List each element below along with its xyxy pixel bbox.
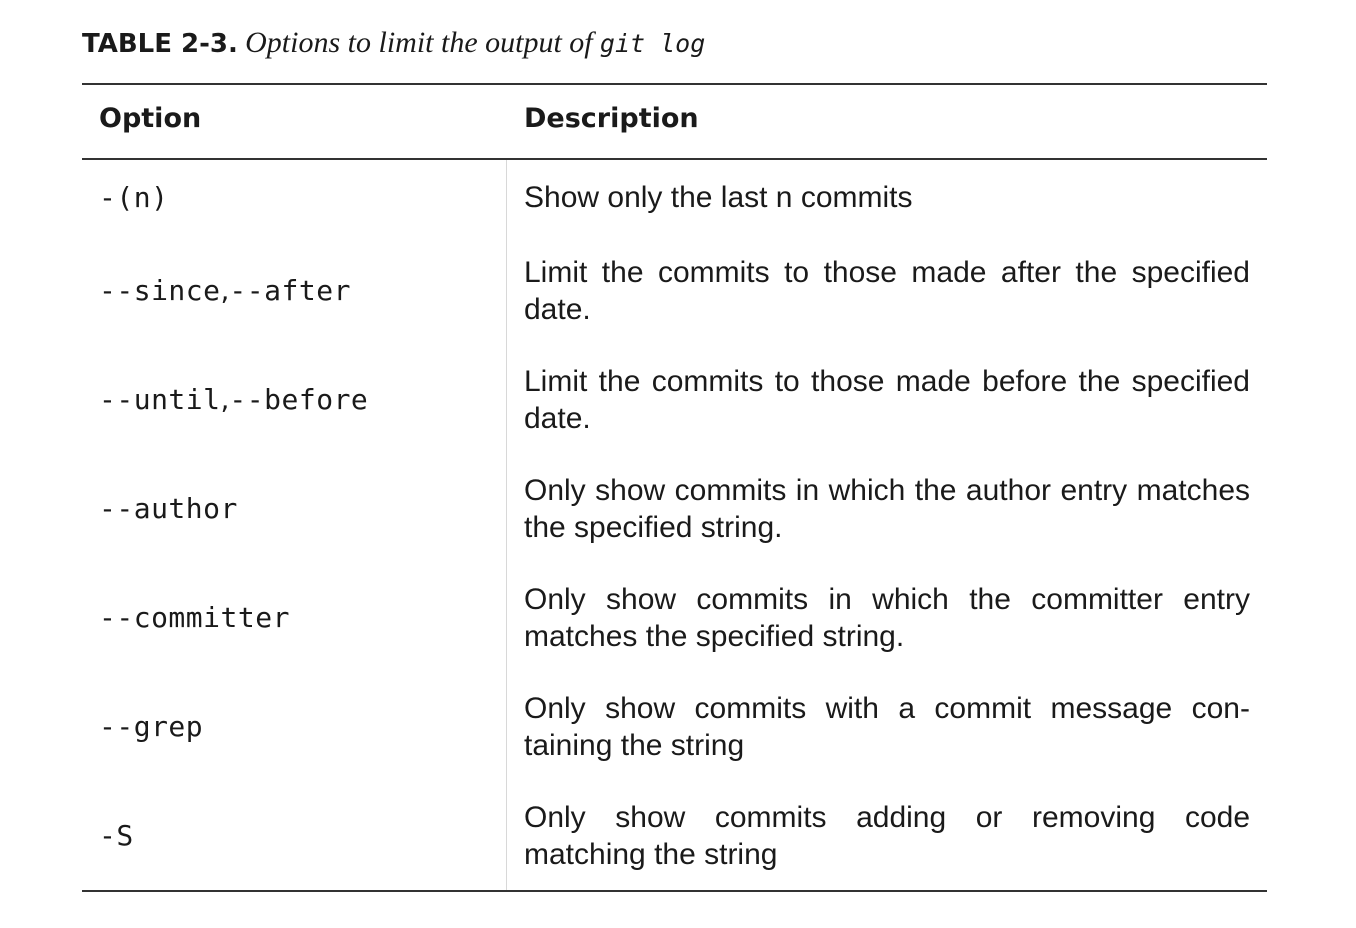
- option-separator: ,: [220, 274, 230, 307]
- description-text: Only show commits in which the author en…: [524, 473, 1250, 544]
- description-text: Show only the last n commits: [524, 181, 913, 214]
- description-cell: Only show commits with a commit message …: [524, 672, 1250, 781]
- option-cell: -(n): [99, 143, 168, 252]
- column-header-option: Option: [99, 103, 202, 134]
- table-title-code: git log: [599, 29, 706, 58]
- option-code: --committer: [99, 601, 290, 634]
- description-cell: Only show commits adding or removing cod…: [524, 781, 1250, 890]
- description-cell: Limit the commits to those made after th…: [524, 236, 1250, 345]
- description-cell: Show only the last n commits: [524, 143, 1250, 252]
- table-row: -S Only show commits adding or removing …: [82, 781, 1267, 890]
- description-cell: Only show commits in which the author en…: [524, 454, 1250, 563]
- table-number: TABLE 2-3.: [82, 29, 238, 59]
- option-separator: ,: [220, 383, 230, 416]
- description-text: Limit the commits to those made after th…: [524, 255, 1250, 326]
- description-cell: Only show commits in which the committer…: [524, 563, 1250, 672]
- table-header-rule: [82, 158, 1267, 160]
- description-text: Only show commits adding or removing cod…: [524, 800, 1250, 871]
- option-code: -(n): [99, 181, 169, 214]
- description-text: Limit the commits to those made before t…: [524, 364, 1250, 435]
- description-cell: Limit the commits to those made before t…: [524, 345, 1250, 454]
- option-cell: --since, --after: [99, 236, 351, 345]
- description-text: Only show commits in which the committer…: [524, 582, 1250, 653]
- table-bottom-rule: [82, 890, 1267, 892]
- table-row: --author Only show commits in which the …: [82, 454, 1267, 563]
- description-text: Only show commits with a commit message …: [524, 691, 1250, 762]
- table-top-rule: [82, 83, 1267, 85]
- table-title: Options to limit the output of: [245, 26, 593, 59]
- table-row: --committer Only show commits in which t…: [82, 563, 1267, 672]
- option-code: --after: [229, 274, 351, 307]
- option-cell: --grep: [99, 672, 203, 781]
- table-row: --until, --before Limit the commits to t…: [82, 345, 1267, 454]
- option-cell: -S: [99, 781, 134, 890]
- table-caption: TABLE 2-3. Options to limit the output o…: [82, 24, 705, 63]
- table-row: --grep Only show commits with a commit m…: [82, 672, 1267, 781]
- option-cell: --committer: [99, 563, 290, 672]
- option-cell: --author: [99, 454, 238, 563]
- table-row: -(n) Show only the last n commits: [82, 143, 1267, 252]
- column-divider: [506, 160, 507, 890]
- option-code: -S: [99, 819, 134, 852]
- option-code: --since: [99, 274, 221, 307]
- table-row: --since, --after Limit the commits to th…: [82, 236, 1267, 345]
- option-cell: --until, --before: [99, 345, 368, 454]
- option-code: --before: [229, 383, 369, 416]
- option-code: --author: [99, 492, 238, 525]
- option-code: --grep: [99, 710, 204, 743]
- option-code: --until: [99, 383, 221, 416]
- column-header-description: Description: [524, 103, 699, 134]
